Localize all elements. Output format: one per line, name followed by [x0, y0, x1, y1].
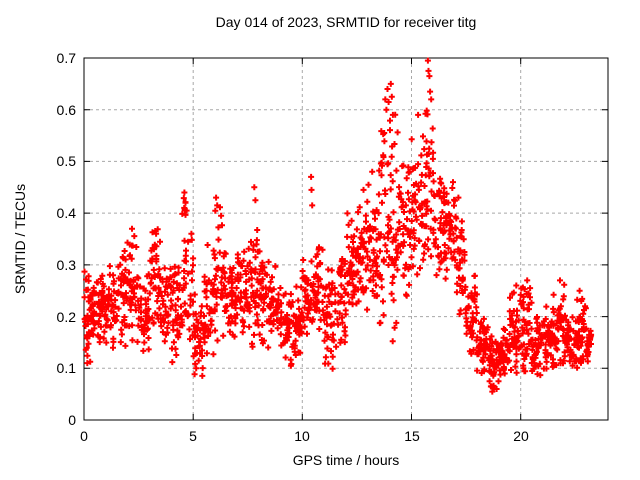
axis-tick-marks — [83, 57, 608, 421]
x-tick-label-5: 5 — [189, 428, 197, 444]
grid-lines — [83, 57, 608, 421]
x-tick-label-10: 10 — [294, 428, 310, 444]
y-tick-label-0-6: 0.6 — [56, 102, 76, 118]
x-tick-label-20: 20 — [513, 428, 529, 444]
plot-border — [83, 57, 609, 421]
chart-title: Day 014 of 2023, SRMTID for receiver tit… — [215, 14, 477, 30]
y-tick-label-0-3: 0.3 — [56, 257, 76, 273]
y-axis-label: SRMTID / TECUs — [12, 183, 28, 295]
y-tick-label-0-7: 0.7 — [56, 50, 76, 66]
x-axis-label: GPS time / hours — [292, 452, 400, 468]
scatter-markers — [81, 57, 595, 395]
y-tick-label-0: 0 — [68, 412, 76, 428]
y-tick-label-0-2: 0.2 — [56, 309, 76, 325]
x-tick-label-0: 0 — [80, 428, 88, 444]
y-tick-label-0-5: 0.5 — [56, 153, 76, 169]
y-tick-label-0-4: 0.4 — [56, 205, 76, 221]
x-tick-label-15: 15 — [404, 428, 420, 444]
y-tick-label-0-1: 0.1 — [56, 360, 76, 376]
